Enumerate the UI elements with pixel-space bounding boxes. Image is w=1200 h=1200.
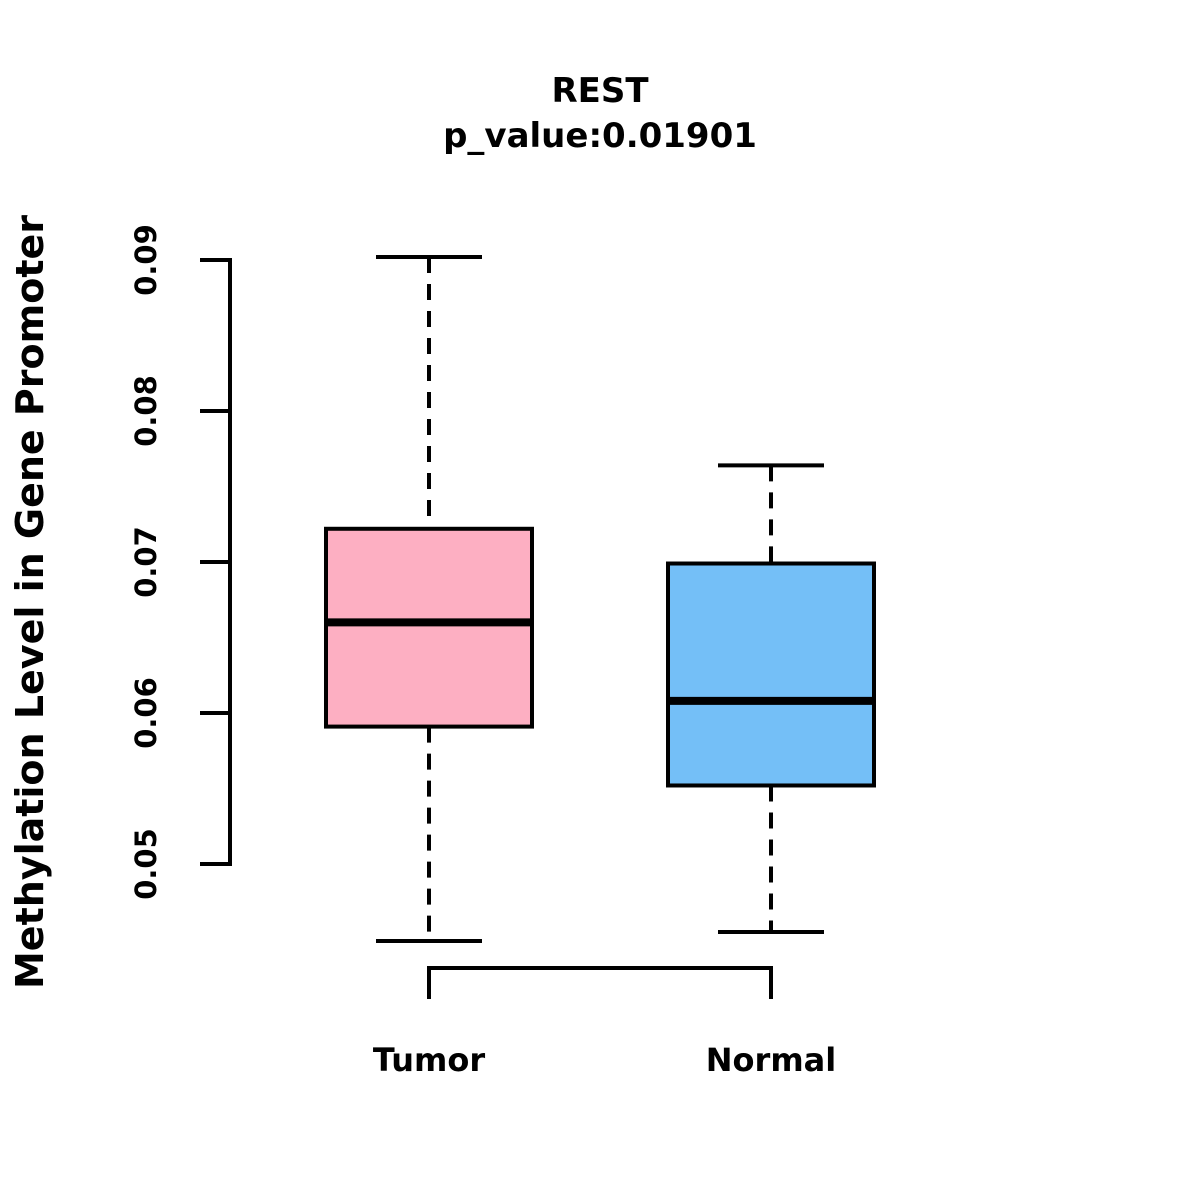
normal-box [666,561,876,788]
y-axis-tick-label: 0.07 [129,526,163,598]
chart-subtitle-pvalue: p_value:0.01901 [443,116,757,156]
y-axis-tick-label: 0.05 [129,828,163,900]
y-axis-tick-label: 0.06 [129,677,163,749]
y-axis-tick-label: 0.09 [129,224,163,296]
tumor-x-axis-label: Tumor [373,1041,485,1079]
y-axis-tick-label: 0.08 [129,375,163,447]
chart-title: REST [551,71,649,111]
tumor-box [324,526,534,729]
normal-x-axis-label: Normal [706,1041,836,1079]
